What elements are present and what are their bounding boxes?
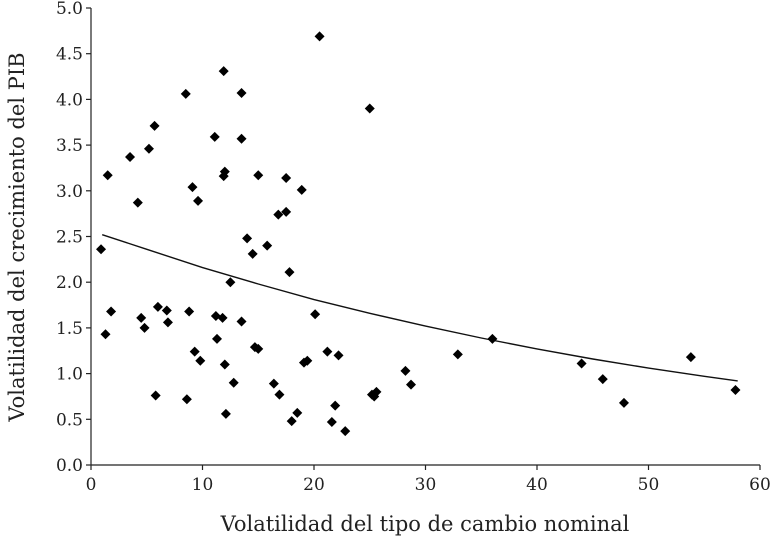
data-point bbox=[364, 103, 375, 114]
data-point bbox=[268, 378, 279, 389]
data-point bbox=[139, 322, 150, 333]
data-point bbox=[125, 151, 136, 162]
data-point bbox=[150, 390, 161, 401]
data-point bbox=[262, 240, 273, 251]
x-tick-label: 30 bbox=[415, 475, 437, 495]
y-tick-label: 2.0 bbox=[56, 273, 83, 293]
data-point bbox=[452, 349, 463, 360]
data-point bbox=[184, 306, 195, 317]
data-point bbox=[371, 386, 382, 397]
data-point bbox=[406, 379, 417, 390]
data-point bbox=[219, 359, 230, 370]
data-point bbox=[284, 267, 295, 278]
data-point bbox=[333, 350, 344, 361]
data-point bbox=[286, 416, 297, 427]
data-point bbox=[576, 358, 587, 369]
data-point bbox=[102, 170, 113, 181]
data-point bbox=[302, 355, 313, 366]
data-point bbox=[685, 352, 696, 363]
data-point bbox=[236, 88, 247, 99]
axes bbox=[90, 8, 760, 466]
data-point bbox=[100, 329, 111, 340]
data-point bbox=[211, 333, 222, 344]
data-point bbox=[242, 233, 253, 244]
data-point bbox=[236, 316, 247, 327]
data-point bbox=[236, 133, 247, 144]
y-tick-label: 3.0 bbox=[56, 182, 83, 202]
y-tick-label: 1.5 bbox=[56, 319, 83, 339]
data-point bbox=[187, 182, 198, 193]
data-point bbox=[217, 312, 228, 323]
data-point bbox=[220, 408, 231, 419]
data-point bbox=[730, 385, 741, 396]
data-point bbox=[618, 397, 629, 408]
x-tick-label: 0 bbox=[86, 475, 97, 495]
data-point bbox=[253, 343, 264, 354]
data-point bbox=[310, 309, 321, 320]
data-point bbox=[136, 312, 147, 323]
data-point bbox=[143, 143, 154, 154]
data-point bbox=[152, 301, 163, 312]
data-point bbox=[274, 389, 285, 400]
x-tick-label: 40 bbox=[526, 475, 548, 495]
data-point bbox=[292, 407, 303, 418]
data-point bbox=[597, 374, 608, 385]
data-point bbox=[322, 346, 333, 357]
data-point bbox=[149, 120, 160, 131]
data-point bbox=[247, 248, 258, 259]
data-point bbox=[228, 377, 239, 388]
data-point bbox=[132, 197, 143, 208]
y-tick-label: 0.0 bbox=[56, 456, 83, 476]
data-point bbox=[209, 131, 220, 142]
data-point bbox=[96, 244, 107, 255]
y-tick-label: 4.5 bbox=[56, 45, 83, 65]
data-point bbox=[219, 166, 230, 177]
data-point bbox=[273, 209, 284, 220]
data-point bbox=[162, 317, 173, 328]
data-point bbox=[181, 394, 192, 405]
x-tick-label: 20 bbox=[303, 475, 325, 495]
data-point bbox=[218, 66, 229, 77]
y-axis-title: Volatilidad del crecimiento del PIB bbox=[5, 52, 29, 422]
data-points bbox=[96, 31, 741, 437]
data-point bbox=[400, 365, 411, 376]
data-point bbox=[180, 88, 191, 99]
data-point bbox=[281, 206, 292, 217]
y-tick-label: 3.5 bbox=[56, 136, 83, 156]
data-point bbox=[296, 184, 307, 195]
data-point bbox=[253, 170, 264, 181]
x-axis-title: Volatilidad del tipo de cambio nominal bbox=[220, 512, 630, 536]
data-point bbox=[225, 277, 236, 288]
y-tick-label: 5.0 bbox=[56, 0, 83, 19]
y-ticks: 0.0 0.5 1.0 1.5 2.0 2.5 3.0 3.5 4.0 4.5 5.0 bbox=[56, 0, 91, 476]
data-point bbox=[340, 426, 351, 437]
data-point bbox=[330, 400, 341, 411]
trend-line bbox=[101, 234, 738, 382]
data-point bbox=[193, 195, 204, 206]
data-point bbox=[281, 173, 292, 184]
data-point bbox=[161, 305, 172, 316]
data-point bbox=[326, 417, 337, 428]
x-tick-label: 60 bbox=[749, 475, 771, 495]
x-tick-label: 10 bbox=[192, 475, 214, 495]
data-point bbox=[189, 346, 200, 357]
data-point bbox=[195, 355, 206, 366]
x-ticks: 0 10 20 30 40 50 60 bbox=[86, 465, 771, 495]
y-tick-label: 0.5 bbox=[56, 410, 83, 430]
y-tick-label: 2.5 bbox=[56, 228, 83, 248]
data-point bbox=[106, 306, 117, 317]
y-tick-label: 1.0 bbox=[56, 365, 83, 385]
y-tick-label: 4.0 bbox=[56, 90, 83, 110]
data-point bbox=[314, 31, 325, 42]
data-point bbox=[487, 333, 498, 344]
x-tick-label: 50 bbox=[638, 475, 660, 495]
